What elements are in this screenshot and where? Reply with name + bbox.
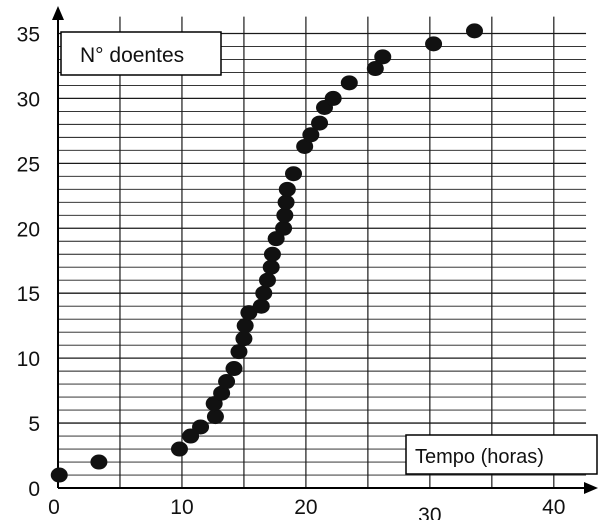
y-tick-label: 20 — [17, 218, 40, 241]
data-point — [278, 181, 296, 197]
x-tick-label: 40 — [542, 496, 565, 519]
grid — [58, 16, 587, 488]
data-point — [236, 318, 254, 334]
data-point — [192, 419, 210, 435]
data-point — [340, 75, 358, 91]
y-tick-label: 25 — [17, 153, 40, 176]
data-point — [465, 23, 483, 39]
data-point — [170, 441, 188, 457]
y-tick-label: 35 — [17, 23, 40, 46]
data-point — [262, 259, 280, 275]
data-point — [311, 115, 329, 131]
x-axis-label: Tempo (horas) — [415, 446, 544, 468]
y-axis-label-box: N° doentes — [60, 31, 222, 76]
data-point — [240, 305, 258, 321]
x-tick-label: 0 — [48, 496, 60, 519]
data-point — [276, 207, 294, 223]
y-tick-label: 15 — [17, 283, 40, 306]
y-axis-label: N° doentes — [80, 44, 184, 67]
axes — [52, 6, 598, 494]
data-point — [277, 194, 295, 210]
data-point — [218, 374, 236, 390]
x-tick-label: 10 — [170, 496, 193, 519]
data-point — [366, 61, 384, 77]
data-point — [275, 220, 293, 236]
data-point — [374, 49, 392, 65]
data-point — [206, 409, 224, 425]
y-tick-label: 0 — [28, 478, 40, 501]
data-point — [230, 344, 248, 360]
x-tick-label: 20 — [294, 496, 317, 519]
data-point — [90, 454, 108, 470]
tick-labels: 0 5 10 15 20 25 30 35 0 10 20 30 40 — [17, 23, 566, 520]
data-point — [324, 90, 342, 106]
x-axis-label-box: Tempo (horas) — [405, 434, 598, 475]
data-point — [296, 138, 314, 154]
data-point — [255, 285, 273, 301]
data-point — [50, 467, 68, 483]
data-point — [252, 298, 270, 314]
data-point — [258, 272, 276, 288]
data-point — [263, 246, 281, 262]
y-tick-label: 5 — [28, 413, 40, 436]
y-tick-label: 30 — [17, 88, 40, 111]
data-points — [50, 23, 483, 483]
y-axis-arrow — [52, 6, 64, 20]
data-point — [225, 361, 243, 377]
data-point — [302, 127, 320, 143]
data-point — [285, 166, 303, 182]
y-tick-label: 10 — [17, 348, 40, 371]
data-point — [235, 331, 253, 347]
data-point — [213, 385, 231, 401]
x-axis-arrow — [584, 482, 598, 494]
data-point — [425, 36, 443, 52]
x-tick-label: 30 — [418, 504, 441, 520]
